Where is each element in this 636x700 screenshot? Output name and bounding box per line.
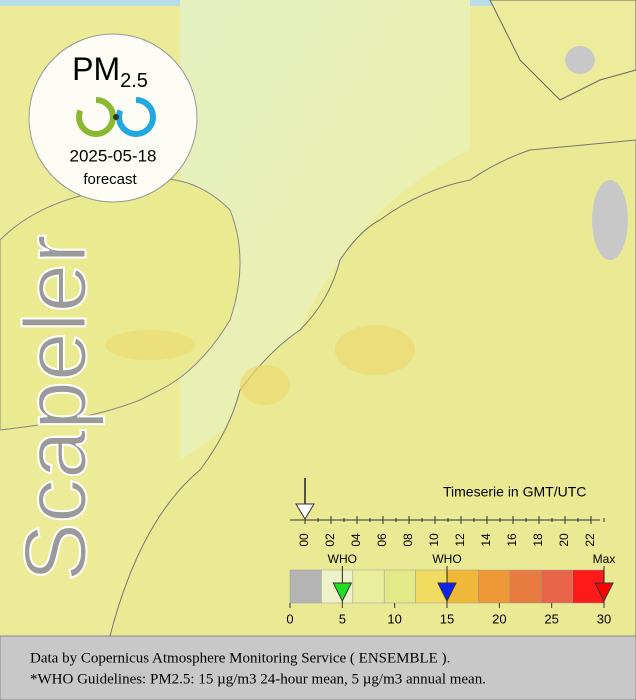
scale-cell [383,569,416,604]
logo-dot [113,114,119,120]
hotspot [240,365,290,405]
marker-label: WHO [328,552,357,566]
timeline-hour: 12 [453,533,467,547]
footer-line: *WHO Guidelines: PM2.5: 15 µg/m3 24-hour… [30,671,486,687]
brand: Scapeler [5,234,104,581]
timeline-title: Timeserie in GMT/UTC [443,484,586,500]
timeline-hour: 18 [531,533,545,547]
land-continent [109,139,636,637]
scale-tick-label: 5 [339,611,346,626]
marker-label: WHO [432,552,461,566]
timeline-hour: 00 [297,533,311,547]
timeline-hour: 06 [375,533,389,547]
timeline-pointer-head [295,503,315,520]
timeline-hour: 20 [557,533,571,547]
land-denmark [489,0,636,101]
timeline-hour: 02 [323,533,337,547]
scale-cell [540,569,573,604]
timeline-hour: 08 [401,533,415,547]
no-data [565,46,595,74]
hotspot [335,325,415,375]
badge-title: PM2.5 [72,51,148,92]
scale-cell [478,569,511,604]
no-data [592,180,628,260]
hotspot [105,330,195,360]
timeline-hour: 04 [349,533,363,547]
scale-cell [289,569,322,604]
marker-label: Max [593,552,616,566]
timeline-hour: 14 [479,533,493,547]
sea [180,0,470,460]
marker [594,582,614,603]
scale-tick-label: 0 [286,611,293,626]
badge-title-text: PM [72,51,120,87]
scale-tick-label: 25 [544,611,558,626]
scale-tick-label: 15 [440,611,454,626]
timeline-hour: 10 [427,533,441,547]
scale-cell [509,569,542,604]
marker [332,582,353,603]
badge-label: forecast [83,171,137,188]
timeline-hour: 16 [505,533,519,547]
scale-cell [352,569,385,604]
badge-date: 2025-05-18 [70,146,157,165]
footer [0,635,636,700]
timeline-hour: 22 [583,533,597,547]
scale-tick-label: 10 [387,611,401,626]
scale-tick-label: 20 [492,611,506,626]
marker [437,582,457,603]
footer-line: Data by Copernicus Atmosphere Monitoring… [30,650,450,666]
badge-subscript: 2.5 [120,70,148,92]
scale-tick-label: 30 [597,611,611,626]
